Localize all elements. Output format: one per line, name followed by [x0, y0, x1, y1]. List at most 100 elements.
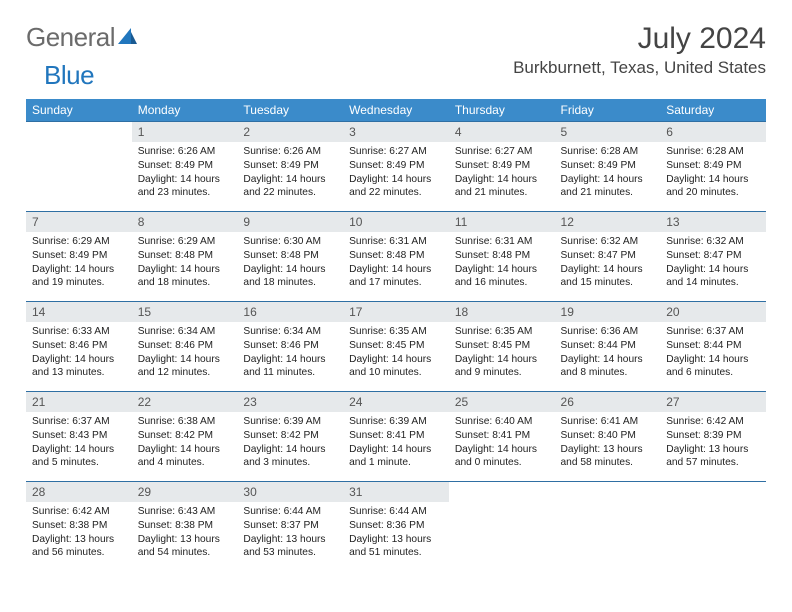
calendar-cell: 6Sunrise: 6:28 AMSunset: 8:49 PMDaylight… — [660, 121, 766, 211]
daylight-line: Daylight: 14 hours and 22 minutes. — [243, 173, 337, 201]
day-body: Sunrise: 6:26 AMSunset: 8:49 PMDaylight:… — [237, 142, 343, 206]
day-number: 25 — [449, 391, 555, 412]
day-number: 10 — [343, 211, 449, 232]
daylight-line: Daylight: 14 hours and 5 minutes. — [32, 443, 126, 471]
sunset-line: Sunset: 8:49 PM — [32, 249, 126, 263]
calendar-week-row: 14Sunrise: 6:33 AMSunset: 8:46 PMDayligh… — [26, 301, 766, 391]
sunset-line: Sunset: 8:40 PM — [561, 429, 655, 443]
daylight-line: Daylight: 13 hours and 53 minutes. — [243, 533, 337, 561]
weekday-header: Friday — [555, 99, 661, 121]
logo-text-2: Blue — [44, 60, 94, 91]
calendar-cell: 4Sunrise: 6:27 AMSunset: 8:49 PMDaylight… — [449, 121, 555, 211]
day-number: 20 — [660, 301, 766, 322]
calendar-cell: 31Sunrise: 6:44 AMSunset: 8:36 PMDayligh… — [343, 481, 449, 571]
sunset-line: Sunset: 8:43 PM — [32, 429, 126, 443]
daylight-line: Daylight: 14 hours and 15 minutes. — [561, 263, 655, 291]
sunset-line: Sunset: 8:49 PM — [561, 159, 655, 173]
daylight-line: Daylight: 14 hours and 1 minute. — [349, 443, 443, 471]
day-number: 15 — [132, 301, 238, 322]
sunrise-line: Sunrise: 6:34 AM — [138, 325, 232, 339]
sunset-line: Sunset: 8:42 PM — [138, 429, 232, 443]
daylight-line: Daylight: 14 hours and 22 minutes. — [349, 173, 443, 201]
calendar-week-row: 7Sunrise: 6:29 AMSunset: 8:49 PMDaylight… — [26, 211, 766, 301]
day-number: 19 — [555, 301, 661, 322]
daylight-line: Daylight: 13 hours and 58 minutes. — [561, 443, 655, 471]
calendar-cell: 8Sunrise: 6:29 AMSunset: 8:48 PMDaylight… — [132, 211, 238, 301]
day-body: Sunrise: 6:27 AMSunset: 8:49 PMDaylight:… — [343, 142, 449, 206]
calendar-cell: 16Sunrise: 6:34 AMSunset: 8:46 PMDayligh… — [237, 301, 343, 391]
sunset-line: Sunset: 8:44 PM — [666, 339, 760, 353]
sunset-line: Sunset: 8:41 PM — [349, 429, 443, 443]
sunrise-line: Sunrise: 6:26 AM — [138, 145, 232, 159]
calendar-week-row: 28Sunrise: 6:42 AMSunset: 8:38 PMDayligh… — [26, 481, 766, 571]
calendar-cell: 7Sunrise: 6:29 AMSunset: 8:49 PMDaylight… — [26, 211, 132, 301]
day-body: Sunrise: 6:42 AMSunset: 8:39 PMDaylight:… — [660, 412, 766, 476]
calendar-cell: 28Sunrise: 6:42 AMSunset: 8:38 PMDayligh… — [26, 481, 132, 571]
title-block: July 2024 Burkburnett, Texas, United Sta… — [513, 22, 766, 78]
sunrise-line: Sunrise: 6:41 AM — [561, 415, 655, 429]
calendar-cell — [26, 121, 132, 211]
sunset-line: Sunset: 8:48 PM — [455, 249, 549, 263]
sunset-line: Sunset: 8:45 PM — [455, 339, 549, 353]
daylight-line: Daylight: 14 hours and 23 minutes. — [138, 173, 232, 201]
day-number: 1 — [132, 121, 238, 142]
day-number: 16 — [237, 301, 343, 322]
sunrise-line: Sunrise: 6:33 AM — [32, 325, 126, 339]
sunset-line: Sunset: 8:49 PM — [243, 159, 337, 173]
daylight-line: Daylight: 13 hours and 54 minutes. — [138, 533, 232, 561]
logo: General — [26, 22, 139, 53]
daylight-line: Daylight: 14 hours and 20 minutes. — [666, 173, 760, 201]
sunrise-line: Sunrise: 6:44 AM — [243, 505, 337, 519]
sunrise-line: Sunrise: 6:40 AM — [455, 415, 549, 429]
sunrise-line: Sunrise: 6:30 AM — [243, 235, 337, 249]
sunrise-line: Sunrise: 6:28 AM — [666, 145, 760, 159]
calendar-cell — [660, 481, 766, 571]
day-number — [660, 481, 766, 502]
calendar-cell: 29Sunrise: 6:43 AMSunset: 8:38 PMDayligh… — [132, 481, 238, 571]
day-body: Sunrise: 6:37 AMSunset: 8:43 PMDaylight:… — [26, 412, 132, 476]
sunset-line: Sunset: 8:49 PM — [666, 159, 760, 173]
day-number: 30 — [237, 481, 343, 502]
weekday-header: Sunday — [26, 99, 132, 121]
daylight-line: Daylight: 14 hours and 17 minutes. — [349, 263, 443, 291]
daylight-line: Daylight: 14 hours and 19 minutes. — [32, 263, 126, 291]
calendar-cell: 1Sunrise: 6:26 AMSunset: 8:49 PMDaylight… — [132, 121, 238, 211]
calendar-cell: 25Sunrise: 6:40 AMSunset: 8:41 PMDayligh… — [449, 391, 555, 481]
calendar-cell: 21Sunrise: 6:37 AMSunset: 8:43 PMDayligh… — [26, 391, 132, 481]
sunrise-line: Sunrise: 6:32 AM — [666, 235, 760, 249]
sunrise-line: Sunrise: 6:26 AM — [243, 145, 337, 159]
day-body: Sunrise: 6:39 AMSunset: 8:41 PMDaylight:… — [343, 412, 449, 476]
daylight-line: Daylight: 14 hours and 21 minutes. — [561, 173, 655, 201]
sunrise-line: Sunrise: 6:36 AM — [561, 325, 655, 339]
weekday-header-row: Sunday Monday Tuesday Wednesday Thursday… — [26, 99, 766, 121]
daylight-line: Daylight: 14 hours and 11 minutes. — [243, 353, 337, 381]
day-body: Sunrise: 6:29 AMSunset: 8:49 PMDaylight:… — [26, 232, 132, 296]
calendar-cell — [555, 481, 661, 571]
sunrise-line: Sunrise: 6:39 AM — [349, 415, 443, 429]
calendar-cell: 2Sunrise: 6:26 AMSunset: 8:49 PMDaylight… — [237, 121, 343, 211]
daylight-line: Daylight: 14 hours and 6 minutes. — [666, 353, 760, 381]
calendar-cell: 18Sunrise: 6:35 AMSunset: 8:45 PMDayligh… — [449, 301, 555, 391]
sunrise-line: Sunrise: 6:31 AM — [455, 235, 549, 249]
day-body: Sunrise: 6:37 AMSunset: 8:44 PMDaylight:… — [660, 322, 766, 386]
calendar-cell: 12Sunrise: 6:32 AMSunset: 8:47 PMDayligh… — [555, 211, 661, 301]
day-number: 3 — [343, 121, 449, 142]
sunrise-line: Sunrise: 6:35 AM — [349, 325, 443, 339]
day-body: Sunrise: 6:28 AMSunset: 8:49 PMDaylight:… — [660, 142, 766, 206]
day-body: Sunrise: 6:34 AMSunset: 8:46 PMDaylight:… — [132, 322, 238, 386]
daylight-line: Daylight: 14 hours and 8 minutes. — [561, 353, 655, 381]
daylight-line: Daylight: 14 hours and 9 minutes. — [455, 353, 549, 381]
daylight-line: Daylight: 14 hours and 13 minutes. — [32, 353, 126, 381]
daylight-line: Daylight: 14 hours and 18 minutes. — [138, 263, 232, 291]
daylight-line: Daylight: 14 hours and 4 minutes. — [138, 443, 232, 471]
daylight-line: Daylight: 14 hours and 14 minutes. — [666, 263, 760, 291]
sunset-line: Sunset: 8:37 PM — [243, 519, 337, 533]
daylight-line: Daylight: 14 hours and 21 minutes. — [455, 173, 549, 201]
day-body: Sunrise: 6:34 AMSunset: 8:46 PMDaylight:… — [237, 322, 343, 386]
daylight-line: Daylight: 14 hours and 10 minutes. — [349, 353, 443, 381]
calendar-cell: 15Sunrise: 6:34 AMSunset: 8:46 PMDayligh… — [132, 301, 238, 391]
day-number: 22 — [132, 391, 238, 412]
daylight-line: Daylight: 14 hours and 18 minutes. — [243, 263, 337, 291]
sunrise-line: Sunrise: 6:38 AM — [138, 415, 232, 429]
calendar-cell: 11Sunrise: 6:31 AMSunset: 8:48 PMDayligh… — [449, 211, 555, 301]
